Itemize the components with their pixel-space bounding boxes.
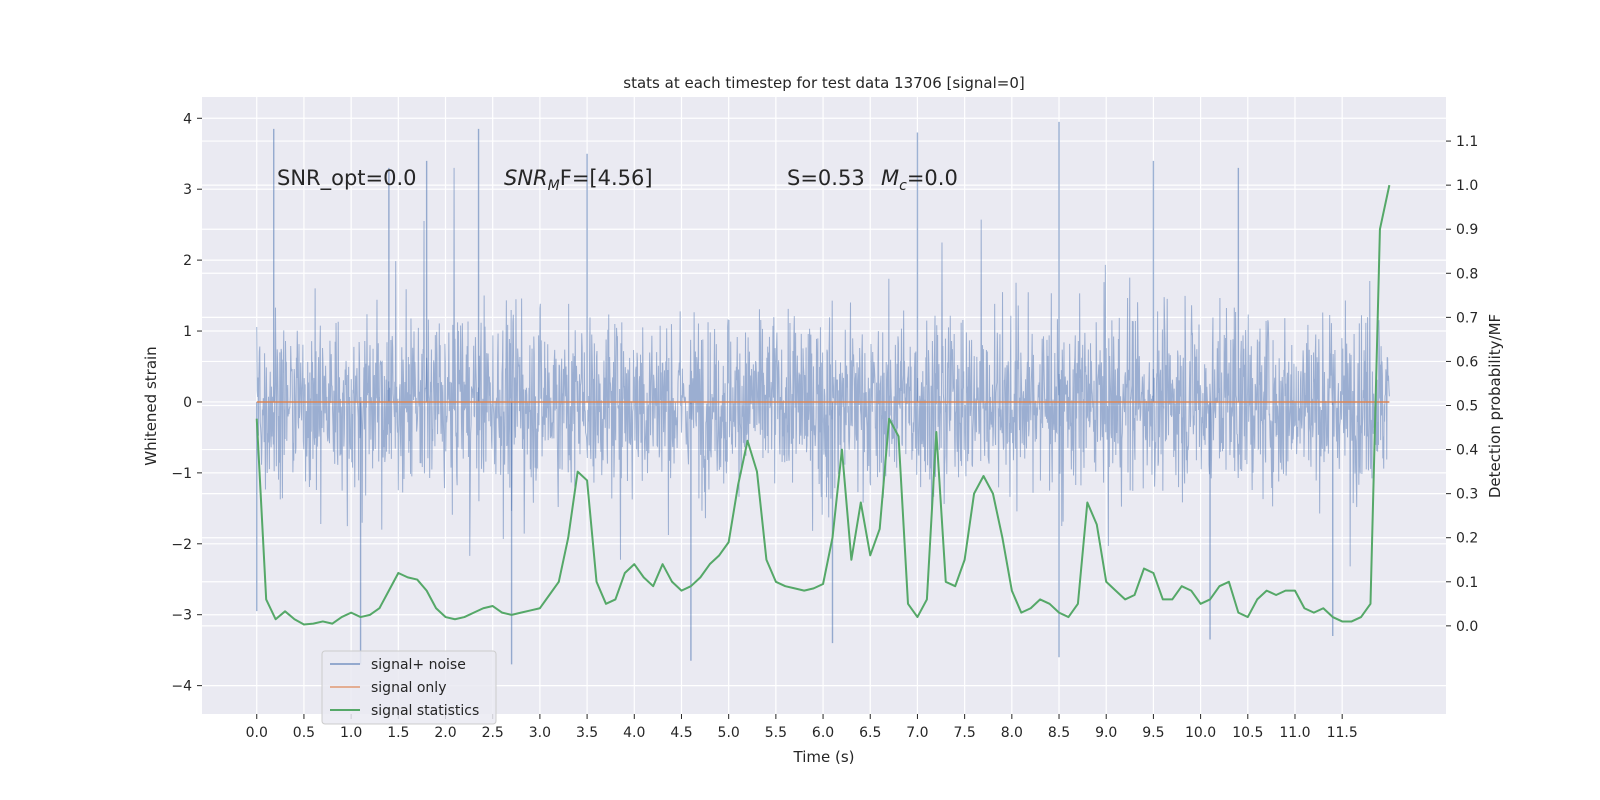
- y-tick-label: 0: [183, 395, 192, 411]
- x-tick-label: 9.0: [1095, 725, 1117, 741]
- x-tick-label: 8.0: [1001, 725, 1023, 741]
- x-tick-label: 3.0: [529, 725, 551, 741]
- annotation-snr-opt: SNR_opt=0.0: [277, 166, 417, 191]
- x-tick-label: 4.5: [670, 725, 692, 741]
- y-tick-label: −3: [171, 608, 192, 624]
- y-tick-label: 1: [183, 324, 192, 340]
- legend: signal+ noise signal only signal statist…: [321, 650, 497, 725]
- noise-trace: [256, 167, 1390, 567]
- y-tick-label: −2: [171, 537, 192, 553]
- y-right-tick-label: 0.4: [1456, 443, 1478, 459]
- y-tick-label: 4: [183, 111, 192, 127]
- y-right-tick-label: 0.8: [1456, 266, 1478, 282]
- x-tick-label: 11.0: [1279, 725, 1310, 741]
- x-tick-label: 0.0: [246, 725, 268, 741]
- series-signal-statistics: [255, 184, 1391, 626]
- annotation-mc: Mc=0.0: [881, 166, 958, 194]
- x-tick-label: 5.0: [718, 725, 740, 741]
- annotation-snr-mf: SNRMF=[4.56]: [504, 166, 653, 194]
- y-tick-label: −1: [171, 466, 192, 482]
- y-tick-label: 3: [183, 182, 192, 198]
- y-axis-right-ticks: 0.0 0.1 0.2 0.3 0.4 0.5 0.6 0.7 0.8 0.9 1.0 1.1: [1446, 134, 1478, 635]
- y-right-tick-label: 0.9: [1456, 222, 1478, 238]
- y-axis-ticks: −4 −3 −2 −1 0 1 2 3 4: [171, 111, 202, 695]
- x-tick-label: 5.5: [765, 725, 787, 741]
- legend-label-signal-plus-noise: signal+ noise: [371, 657, 466, 673]
- x-tick-label: 7.0: [906, 725, 928, 741]
- y-tick-label: −4: [171, 679, 192, 695]
- x-tick-label: 1.5: [387, 725, 409, 741]
- x-tick-label: 10.0: [1185, 725, 1216, 741]
- y-right-tick-label: 1.0: [1456, 178, 1478, 194]
- y-right-tick-label: 0.7: [1456, 310, 1478, 326]
- y-axis-right-label: Detection probability/MF: [1486, 314, 1504, 498]
- x-tick-label: 2.5: [482, 725, 504, 741]
- x-tick-label: 7.5: [954, 725, 976, 741]
- legend-box: [321, 650, 497, 725]
- x-tick-label: 10.5: [1232, 725, 1263, 741]
- x-tick-label: 1.0: [340, 725, 362, 741]
- x-tick-label: 11.5: [1327, 725, 1358, 741]
- x-tick-label: 2.0: [434, 725, 456, 741]
- annotation-s: S=0.53: [787, 166, 865, 190]
- y-right-tick-label: 0.6: [1456, 354, 1478, 370]
- legend-label-signal-only: signal only: [371, 680, 446, 696]
- legend-label-signal-statistics: signal statistics: [371, 703, 479, 719]
- x-axis-ticks: 0.0 0.5 1.0 1.5 2.0 2.5 3.0 3.5 4.0 4.5 5.0 5.5 6.0 6…: [246, 714, 1358, 741]
- y-right-tick-label: 0.2: [1456, 531, 1478, 547]
- x-tick-label: 4.0: [623, 725, 645, 741]
- x-tick-label: 3.5: [576, 725, 598, 741]
- y-axis-label: Whitened strain: [142, 346, 160, 465]
- y-right-tick-label: 0.3: [1456, 487, 1478, 503]
- x-tick-label: 0.5: [293, 725, 315, 741]
- x-axis-label: Time (s): [793, 748, 855, 766]
- y-right-tick-label: 1.1: [1456, 134, 1478, 150]
- chart-title: stats at each timestep for test data 137…: [623, 74, 1024, 92]
- y-right-tick-label: 0.0: [1456, 619, 1478, 635]
- x-tick-label: 9.5: [1142, 725, 1164, 741]
- y-right-tick-label: 0.5: [1456, 399, 1478, 415]
- x-tick-label: 6.0: [812, 725, 834, 741]
- x-tick-label: 6.5: [859, 725, 881, 741]
- signal-statistics-line: [255, 184, 1391, 626]
- y-tick-label: 2: [183, 253, 192, 269]
- x-tick-label: 8.5: [1048, 725, 1070, 741]
- y-right-tick-label: 0.1: [1456, 575, 1478, 591]
